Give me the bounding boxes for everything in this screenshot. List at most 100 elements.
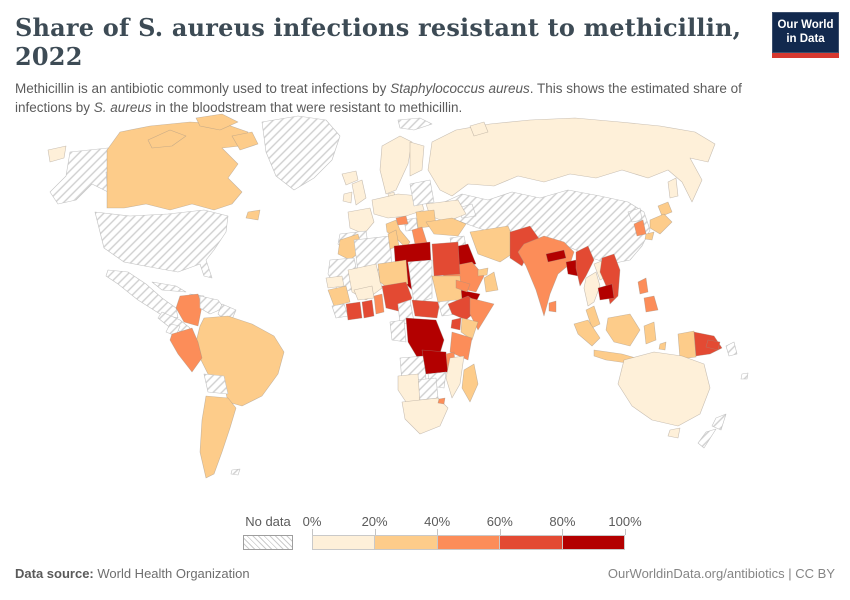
country-belarus-baltics[interactable] — [409, 179, 435, 207]
map-legend: No data 0% 20% 40% 60% 80% 100% — [0, 512, 850, 554]
country-venezuela[interactable] — [199, 295, 225, 315]
country-congo-gabon[interactable] — [389, 319, 407, 343]
country-sri-lanka[interactable] — [548, 300, 557, 313]
country-namibia[interactable] — [397, 373, 421, 405]
country-australia[interactable] — [617, 351, 711, 427]
country-united-states[interactable] — [94, 209, 229, 279]
country-bolivia[interactable] — [203, 373, 229, 395]
country-canada[interactable] — [106, 121, 249, 211]
country-ivory-coast[interactable] — [345, 301, 363, 321]
country-japan-honshu[interactable] — [649, 213, 673, 235]
country-togo-benin[interactable] — [373, 293, 385, 315]
attribution-link[interactable]: OurWorldinData.org/antibiotics | CC BY — [607, 566, 835, 581]
legend-tick-mark — [374, 529, 376, 535]
country-fiji[interactable] — [740, 372, 749, 380]
country-nepal[interactable] — [545, 249, 567, 263]
country-russia-sakhalin[interactable] — [667, 177, 679, 199]
country-tasmania[interactable] — [667, 427, 681, 439]
country-canada-arctic-island-1[interactable] — [147, 129, 187, 149]
country-indonesia-sulawesi[interactable] — [643, 321, 657, 345]
country-canada-arctic-island-2[interactable] — [195, 113, 239, 131]
legend-tick-label: 0% — [302, 514, 322, 529]
legend-bin-60-80%[interactable] — [499, 536, 562, 549]
country-greenland[interactable] — [261, 115, 341, 191]
country-indonesia-maluku[interactable] — [658, 341, 667, 351]
country-malaysia[interactable] — [585, 305, 601, 329]
legend-tick-mark — [312, 529, 313, 535]
country-brazil[interactable] — [195, 315, 285, 407]
country-south-africa[interactable] — [401, 397, 449, 435]
country-russia[interactable] — [427, 117, 716, 203]
country-myanmar[interactable] — [575, 245, 595, 287]
legend-bin-80-100%[interactable] — [561, 536, 625, 549]
country-papua-indonesia[interactable] — [677, 330, 697, 360]
country-new-zealand-south[interactable] — [697, 428, 717, 449]
country-svalbard[interactable] — [397, 117, 433, 131]
country-vietnam[interactable] — [599, 253, 621, 305]
country-uganda[interactable] — [450, 317, 462, 331]
country-argentina-chile[interactable] — [199, 395, 237, 479]
country-india[interactable] — [517, 235, 575, 317]
country-oman[interactable] — [483, 271, 499, 293]
country-philippines-luzon[interactable] — [637, 277, 649, 295]
country-canada-newfoundland[interactable] — [245, 209, 261, 221]
country-cambodia[interactable] — [597, 283, 615, 301]
country-philippines-mindanao[interactable] — [643, 295, 659, 313]
chart-header: Share of S. aureus infections resistant … — [15, 13, 765, 118]
country-cuba[interactable] — [151, 281, 187, 293]
country-falkland-islands[interactable] — [230, 468, 241, 476]
country-mozambique[interactable] — [445, 355, 465, 399]
country-tanzania[interactable] — [449, 331, 473, 361]
country-peru[interactable] — [169, 327, 203, 373]
country-guinea[interactable] — [327, 285, 351, 307]
country-madagascar[interactable] — [461, 363, 479, 403]
legend-tick-label: 60% — [486, 514, 513, 529]
owid-logo[interactable]: Our World in Data — [772, 12, 839, 58]
country-uae[interactable] — [477, 267, 489, 277]
legend-tick-mark — [437, 529, 439, 535]
country-chad[interactable] — [407, 259, 433, 305]
country-finland[interactable] — [409, 141, 425, 177]
country-croatia[interactable] — [395, 215, 409, 226]
legend-tick-label: 80% — [549, 514, 576, 529]
country-mexico[interactable] — [105, 269, 179, 319]
country-norway-sweden[interactable] — [379, 135, 413, 195]
country-eswatini[interactable] — [437, 397, 446, 405]
country-iceland[interactable] — [341, 170, 359, 186]
country-indonesia-borneo[interactable] — [605, 313, 641, 347]
country-turkey[interactable] — [425, 217, 467, 237]
country-japan-hokkaido[interactable] — [657, 201, 673, 217]
country-ireland[interactable] — [342, 191, 353, 204]
country-egypt[interactable] — [431, 241, 461, 277]
country-north-korea[interactable] — [627, 207, 643, 223]
country-central-african-republic[interactable] — [411, 299, 441, 319]
legend-bin-40-60%[interactable] — [436, 536, 500, 549]
country-new-zealand-north[interactable] — [711, 413, 727, 431]
country-colombia[interactable] — [175, 293, 203, 327]
legend-bin-0-20%[interactable] — [313, 536, 375, 549]
country-zambia[interactable] — [421, 349, 449, 375]
country-central-europe[interactable] — [371, 193, 425, 219]
no-data-label: No data — [245, 514, 291, 529]
country-thailand[interactable] — [583, 271, 601, 307]
country-new-britain[interactable] — [705, 339, 721, 351]
country-france[interactable] — [347, 207, 375, 235]
country-russia-chukotka[interactable] — [47, 145, 67, 163]
country-russia-novaya-zemlya[interactable] — [469, 121, 489, 137]
country-iran[interactable] — [469, 225, 519, 263]
country-senegal[interactable] — [325, 275, 345, 289]
no-data-swatch[interactable] — [243, 535, 293, 550]
country-sudan[interactable] — [431, 275, 463, 303]
country-ghana[interactable] — [361, 299, 375, 319]
country-indonesia-sumatra[interactable] — [573, 319, 601, 347]
country-japan-kyushu[interactable] — [644, 231, 655, 241]
country-canada-arctic-island-3[interactable] — [231, 131, 259, 151]
owid-logo-accent-bar — [772, 53, 839, 58]
legend-tick-label: 20% — [361, 514, 388, 529]
country-kenya[interactable] — [460, 317, 479, 341]
country-eritrea[interactable] — [455, 279, 471, 293]
country-united-kingdom[interactable] — [351, 179, 367, 206]
country-sierra-leone-liberia[interactable] — [331, 303, 349, 319]
country-new-caledonia[interactable] — [725, 341, 738, 357]
legend-bin-20-40%[interactable] — [374, 536, 437, 549]
